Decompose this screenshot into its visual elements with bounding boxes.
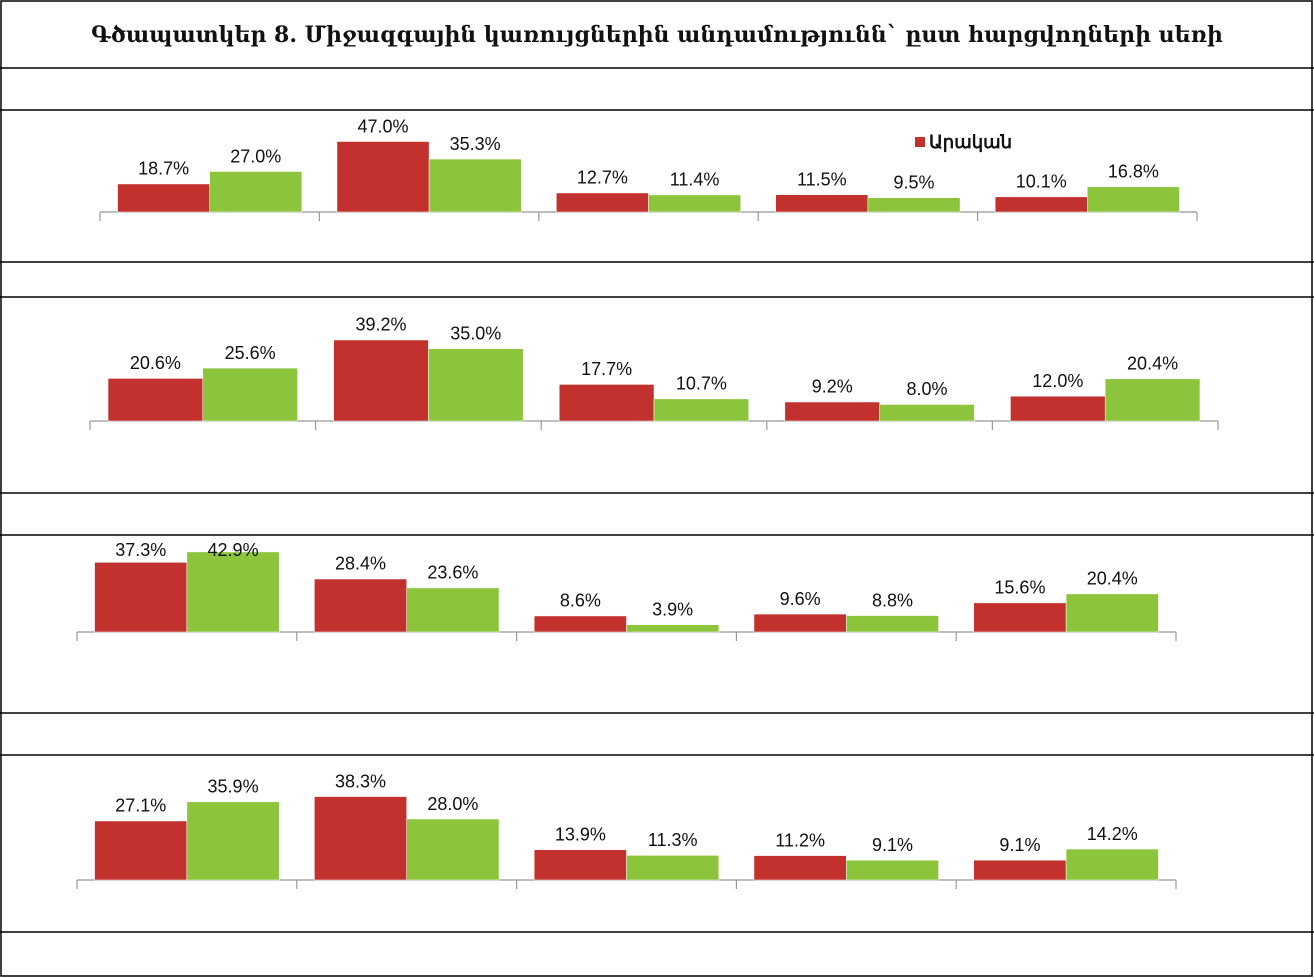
bar bbox=[336, 141, 430, 213]
data-label: 9.1% bbox=[999, 835, 1040, 855]
data-label: 9.2% bbox=[812, 377, 853, 397]
data-label: 9.6% bbox=[780, 589, 821, 609]
bar bbox=[333, 339, 429, 422]
data-label: 17.7% bbox=[581, 359, 632, 379]
bar bbox=[753, 855, 847, 881]
bar bbox=[1065, 848, 1159, 881]
data-label: 8.8% bbox=[872, 590, 913, 610]
bar bbox=[406, 587, 500, 633]
data-label: 28.0% bbox=[427, 794, 478, 814]
bar bbox=[846, 615, 939, 633]
data-label: 11.2% bbox=[775, 830, 825, 850]
bar bbox=[94, 820, 188, 881]
bar bbox=[533, 849, 627, 881]
data-label: 37.3% bbox=[115, 540, 166, 560]
data-label: 11.5% bbox=[797, 170, 847, 190]
bar bbox=[186, 551, 280, 633]
data-label: 13.9% bbox=[555, 824, 606, 844]
bar bbox=[879, 404, 975, 422]
data-label: 12.0% bbox=[1032, 371, 1083, 391]
data-label: 42.9% bbox=[208, 540, 259, 560]
bar bbox=[1087, 186, 1180, 213]
data-label: 35.9% bbox=[208, 777, 259, 797]
data-label: 23.6% bbox=[427, 563, 478, 583]
bar bbox=[867, 197, 961, 213]
data-label: 20.4% bbox=[1127, 354, 1178, 374]
data-label: 15.6% bbox=[994, 578, 1045, 598]
data-label: 18.7% bbox=[138, 159, 189, 179]
bar bbox=[1010, 395, 1106, 422]
bar bbox=[775, 194, 869, 213]
data-label: 8.0% bbox=[906, 379, 947, 399]
data-label: 9.5% bbox=[893, 173, 934, 193]
data-label: 27.0% bbox=[230, 146, 281, 166]
bar bbox=[973, 602, 1067, 633]
bar bbox=[994, 196, 1088, 213]
bar bbox=[314, 796, 407, 881]
data-label: 47.0% bbox=[358, 116, 409, 136]
bar bbox=[1065, 593, 1159, 633]
bar bbox=[314, 578, 407, 633]
bar bbox=[753, 613, 847, 633]
data-label: 20.6% bbox=[130, 353, 181, 373]
data-label: 20.4% bbox=[1087, 569, 1138, 589]
data-label: 8.6% bbox=[560, 591, 601, 611]
data-label: 25.6% bbox=[225, 343, 276, 363]
bar bbox=[973, 859, 1067, 881]
bar bbox=[846, 859, 939, 881]
data-label: 3.9% bbox=[652, 599, 693, 619]
bar bbox=[653, 398, 750, 422]
bar bbox=[406, 818, 500, 881]
data-label: 28.4% bbox=[335, 554, 386, 574]
bar bbox=[626, 624, 720, 633]
bar bbox=[428, 348, 524, 422]
bar bbox=[1104, 378, 1201, 422]
data-label: 39.2% bbox=[356, 315, 407, 335]
bar bbox=[428, 158, 522, 213]
data-label: 11.4% bbox=[670, 170, 720, 190]
bar bbox=[202, 367, 298, 422]
data-label: 14.2% bbox=[1087, 824, 1138, 844]
data-label: 10.1% bbox=[1016, 172, 1067, 192]
data-label: 11.3% bbox=[648, 830, 698, 850]
data-label: 35.0% bbox=[450, 323, 501, 343]
bar bbox=[558, 384, 655, 422]
bar bbox=[648, 194, 741, 213]
data-label: 38.3% bbox=[335, 771, 386, 791]
bar bbox=[186, 801, 280, 881]
data-label: 12.7% bbox=[577, 168, 628, 188]
data-label: 35.3% bbox=[450, 134, 501, 154]
bar bbox=[556, 192, 649, 213]
bar bbox=[209, 171, 303, 213]
data-label: 27.1% bbox=[115, 796, 166, 816]
bar bbox=[107, 378, 204, 422]
legend-swatch bbox=[915, 137, 925, 147]
legend-label: Արական bbox=[929, 132, 1012, 153]
data-label: 16.8% bbox=[1108, 162, 1159, 182]
bar bbox=[533, 615, 627, 633]
bar bbox=[94, 562, 188, 633]
bar bbox=[784, 401, 880, 422]
page-title: Գծապատկեր 8. Միջազգային կառույցներին անդ… bbox=[91, 22, 1223, 48]
bar bbox=[117, 183, 210, 213]
bar bbox=[626, 855, 720, 881]
data-label: 10.7% bbox=[676, 374, 727, 394]
data-label: 9.1% bbox=[872, 835, 913, 855]
